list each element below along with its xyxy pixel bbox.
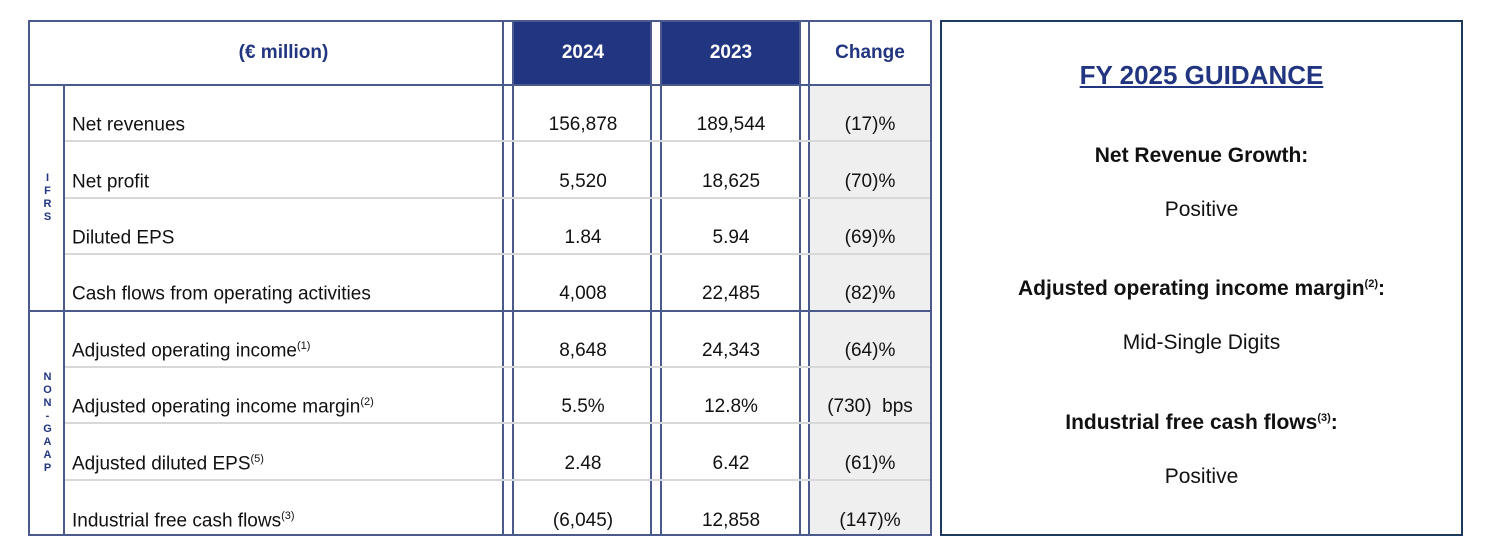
value-2024: 5.5% xyxy=(561,396,605,417)
year-2023-header: 2023 xyxy=(662,22,800,84)
row-divider xyxy=(65,197,930,199)
value-2023: 6.42 xyxy=(712,453,750,474)
value-2023: 12,858 xyxy=(701,510,761,531)
section-letter: A xyxy=(43,449,52,461)
value-2023: 22,485 xyxy=(701,283,761,304)
guidance-heading: Industrial free cash flows(3): xyxy=(1065,411,1338,434)
row-divider xyxy=(65,422,930,424)
row-label: Adjusted operating income(1) xyxy=(72,340,310,362)
value-2023: 189,544 xyxy=(696,114,766,135)
row-label: Adjusted diluted EPS(5) xyxy=(72,453,264,475)
section-letter: R xyxy=(43,198,52,210)
row-divider xyxy=(65,366,930,368)
section-letter: G xyxy=(43,423,52,435)
section-letter: I xyxy=(45,172,50,184)
value-2024: (6,045) xyxy=(552,510,614,531)
value-2024: 4,008 xyxy=(559,283,607,304)
section-letter: P xyxy=(43,462,52,474)
value-2024: 1.84 xyxy=(564,227,602,248)
guidance-heading: Net Revenue Growth: xyxy=(942,144,1461,168)
value-2023: 12.8% xyxy=(704,396,758,417)
row-label-text: Adjusted operating income xyxy=(72,340,297,361)
change-header: Change xyxy=(835,42,905,63)
column-divider xyxy=(808,22,810,534)
table-row: Industrial free cash flows(3) (6,045) 12… xyxy=(65,482,930,538)
value-change: (17)% xyxy=(844,114,896,135)
value-change: (70)% xyxy=(844,171,896,192)
value-change: (61)% xyxy=(844,453,896,474)
value-change: (730) bps xyxy=(827,396,913,417)
table-row: Adjusted diluted EPS(5) 2.48 6.42 (61)% xyxy=(65,425,930,481)
row-label-text: Adjusted operating income margin xyxy=(72,396,361,417)
section-letter: S xyxy=(43,211,52,223)
row-label-text: Adjusted diluted EPS xyxy=(72,453,251,474)
footnote-ref: (2) xyxy=(360,395,374,408)
section-letter: O xyxy=(43,384,52,396)
value-2024: 156,878 xyxy=(548,114,618,135)
guidance-heading: Adjusted operating income margin(2): xyxy=(1018,277,1385,300)
guidance-heading-text: Adjusted operating income margin xyxy=(1018,277,1365,300)
section-letter: N xyxy=(43,397,52,409)
table-row: Adjusted operating income(1) 8,648 24,34… xyxy=(65,312,930,368)
row-label: Industrial free cash flows(3) xyxy=(72,510,295,532)
value-2023: 24,343 xyxy=(701,340,761,361)
table-row: Net revenues 156,878 189,544 (17)% xyxy=(65,86,930,142)
value-change: (69)% xyxy=(844,227,896,248)
row-label: Cash flows from operating activities xyxy=(72,283,371,305)
row-label-text: Cash flows from operating activities xyxy=(72,283,371,304)
footnote-ref: (1) xyxy=(296,339,311,352)
table-row: Cash flows from operating activities 4,0… xyxy=(65,255,930,311)
guidance-title: FY 2025 GUIDANCE xyxy=(1079,60,1324,90)
row-label: Net revenues xyxy=(72,114,185,136)
section-letter: - xyxy=(45,410,50,422)
value-2023: 5.94 xyxy=(712,227,750,248)
value-change: (82)% xyxy=(844,283,896,304)
column-divider xyxy=(799,22,801,534)
value-2023: 18,625 xyxy=(701,171,761,192)
row-divider xyxy=(65,253,930,255)
guidance-panel: FY 2025 GUIDANCE Net Revenue Growth: Pos… xyxy=(940,20,1463,536)
guidance-heading-text: Net Revenue Growth: xyxy=(1094,144,1309,167)
footnote-ref: (5) xyxy=(250,452,264,465)
column-divider xyxy=(502,22,504,534)
value-2024: 8,648 xyxy=(559,340,607,361)
value-2024: 2.48 xyxy=(564,453,602,474)
value-change: (147)% xyxy=(839,510,901,531)
section-letter: A xyxy=(43,436,52,448)
column-divider xyxy=(650,22,652,534)
section-letter: F xyxy=(44,185,51,197)
row-label-text: Net profit xyxy=(72,171,150,192)
header-divider xyxy=(30,84,930,86)
section-letter: N xyxy=(43,371,52,383)
row-label-text: Industrial free cash flows xyxy=(72,510,282,531)
unit-header: (€ million) xyxy=(238,42,329,63)
table-row: Net profit 5,520 18,625 (70)% xyxy=(65,143,930,199)
row-label-text: Diluted EPS xyxy=(72,227,175,248)
footnote-ref: (3) xyxy=(1317,412,1331,424)
guidance-heading-text: Industrial free cash flows xyxy=(1065,411,1318,434)
row-label: Adjusted operating income margin(2) xyxy=(72,396,374,418)
guidance-value: Positive xyxy=(1164,198,1239,221)
row-divider xyxy=(65,140,930,142)
section-divider xyxy=(30,310,930,312)
row-label: Diluted EPS xyxy=(72,227,174,249)
footnote-ref: (2) xyxy=(1364,278,1378,290)
column-divider xyxy=(660,22,662,534)
table-row: Diluted EPS 1.84 5.94 (69)% xyxy=(65,199,930,255)
year-2024-header: 2024 xyxy=(514,22,652,84)
value-2024: 5,520 xyxy=(559,171,607,192)
column-divider xyxy=(63,84,65,534)
row-label-text: Net revenues xyxy=(72,114,186,135)
value-change: (64)% xyxy=(844,340,896,361)
guidance-value: Mid-Single Digits xyxy=(1122,331,1281,354)
table-row: Adjusted operating income margin(2) 5.5%… xyxy=(65,368,930,424)
row-divider xyxy=(65,479,930,481)
footnote-ref: (3) xyxy=(281,509,295,522)
row-label: Net profit xyxy=(72,171,149,193)
column-divider xyxy=(512,22,514,534)
guidance-value: Positive xyxy=(1164,465,1239,488)
